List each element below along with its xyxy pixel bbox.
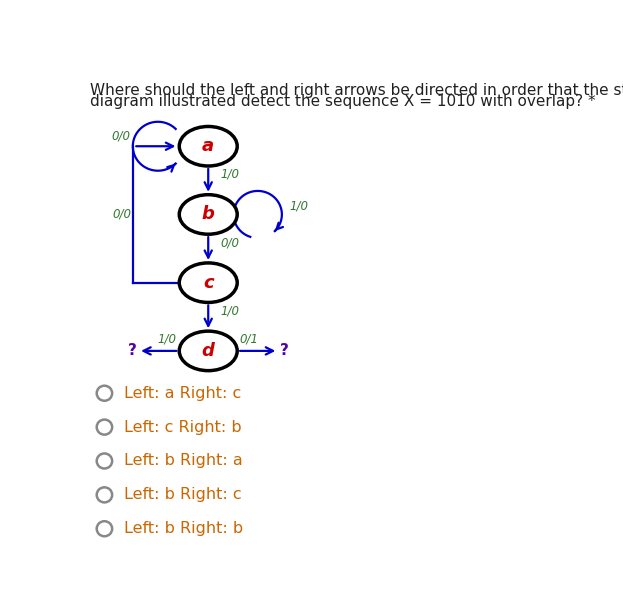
Text: Left: b Right: b: Left: b Right: b <box>124 521 243 536</box>
Text: Left: b Right: a: Left: b Right: a <box>124 453 242 469</box>
Text: 0/0: 0/0 <box>112 129 130 142</box>
Text: b: b <box>202 205 215 224</box>
Text: Left: c Right: b: Left: c Right: b <box>124 420 241 434</box>
Text: a: a <box>202 137 214 155</box>
Ellipse shape <box>179 126 237 166</box>
Text: Left: b Right: c: Left: b Right: c <box>124 488 241 502</box>
Text: c: c <box>203 274 214 291</box>
Ellipse shape <box>179 263 237 302</box>
Text: 0/0: 0/0 <box>221 236 239 249</box>
Text: d: d <box>202 342 215 360</box>
Text: 1/0: 1/0 <box>289 200 308 213</box>
Ellipse shape <box>179 331 237 371</box>
Text: ?: ? <box>128 343 137 359</box>
Text: 1/0: 1/0 <box>158 332 177 345</box>
Text: 1/0: 1/0 <box>221 168 239 181</box>
Text: ?: ? <box>280 343 288 359</box>
Text: Where should the left and right arrows be directed in order that the state: Where should the left and right arrows b… <box>90 82 623 98</box>
Text: 0/0: 0/0 <box>112 208 131 221</box>
Text: 1/0: 1/0 <box>221 304 239 318</box>
Ellipse shape <box>179 195 237 234</box>
Text: Left: a Right: c: Left: a Right: c <box>124 386 241 401</box>
Text: 0/1: 0/1 <box>240 332 259 345</box>
Text: diagram illustrated detect the sequence X = 1010 with overlap? *: diagram illustrated detect the sequence … <box>90 95 596 109</box>
